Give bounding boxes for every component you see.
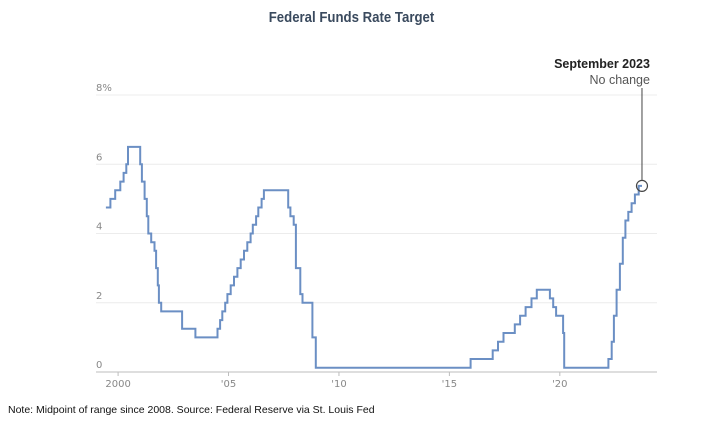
x-tick-label: '05 [221, 379, 236, 390]
grid-lines [96, 94, 657, 373]
y-tick-label: 6 [96, 152, 102, 163]
y-tick-label: 2 [96, 291, 102, 302]
x-tick-label: '10 [331, 379, 346, 390]
annotation: September 2023 No change [554, 57, 651, 192]
annotation-marker [635, 179, 649, 192]
x-tick-label: '15 [442, 379, 457, 390]
y-tick-label: 4 [96, 222, 102, 233]
x-tick-label: 2000 [105, 379, 130, 390]
y-tick-label: 0 [96, 360, 102, 371]
source-note: Note: Midpoint of range since 2008. Sour… [8, 404, 375, 416]
chart-title: Federal Funds Rate Target [268, 9, 435, 26]
y-tick-label: 8% [96, 83, 112, 94]
x-axis-ticks: 2000 '05 '10 '15 '20 [105, 372, 568, 390]
annotation-title: September 2023 [554, 57, 650, 71]
rate-line [105, 145, 642, 369]
x-tick-label: '20 [552, 379, 567, 390]
series-layer [105, 145, 642, 369]
y-axis-ticks: 8% 6 4 2 0 [96, 83, 112, 371]
annotation-subtitle: No change [590, 73, 651, 87]
